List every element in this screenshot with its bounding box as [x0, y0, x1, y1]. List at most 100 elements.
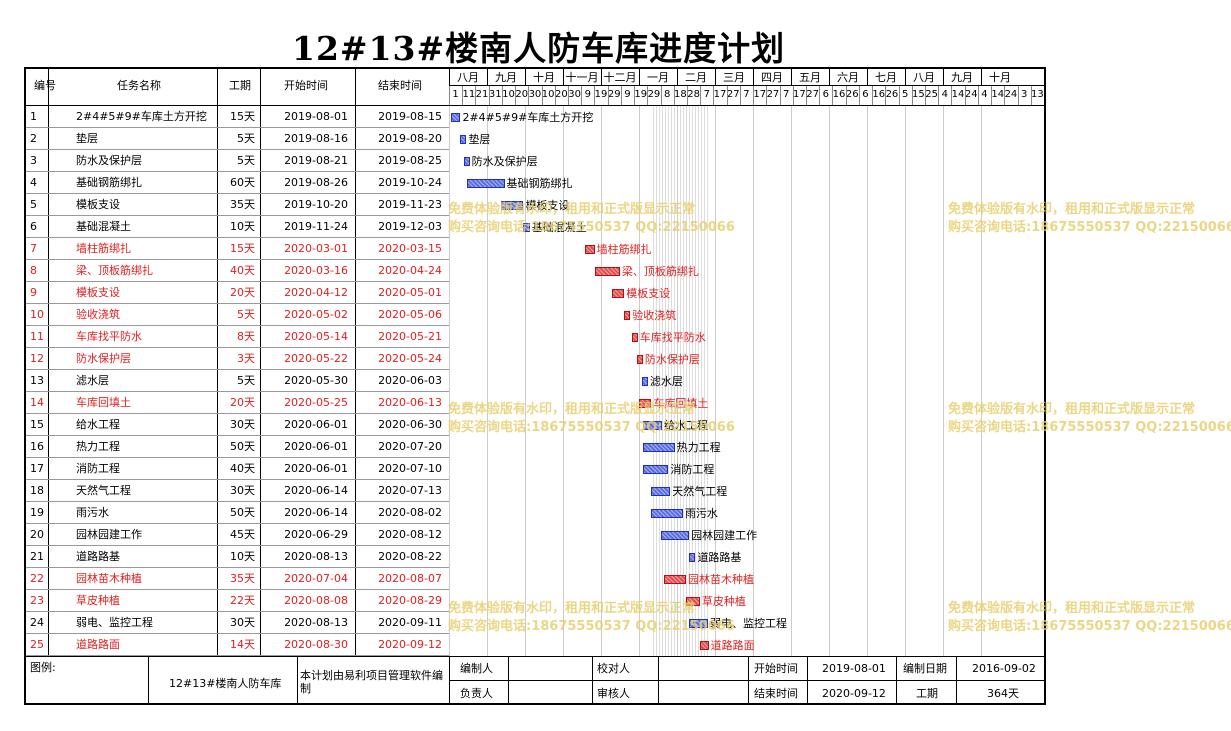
month-label: 十一月: [565, 71, 599, 84]
task-number: 15: [30, 418, 44, 431]
watermark-line: 免费体验版有水印，租用和正式版显示正常: [948, 402, 1196, 417]
task-start-date: 2019-10-20: [284, 198, 348, 211]
month-label: 六月: [837, 71, 859, 84]
month-gridline: [677, 106, 678, 656]
task-bar-label: 消防工程: [670, 463, 715, 476]
month-divider: [449, 69, 450, 85]
month-label: 三月: [723, 71, 745, 84]
row-divider: [26, 325, 449, 326]
day-label: 19: [634, 89, 648, 100]
task-name: 雨污水: [76, 506, 109, 519]
task-number: 18: [30, 484, 44, 497]
table-row: 9 模板支设 20天 2020-04-12 2020-05-01: [26, 282, 449, 304]
table-row: 11 车库找平防水 8天 2020-05-14 2020-05-21: [26, 326, 449, 348]
task-duration: 30天: [230, 484, 255, 497]
task-bar[interactable]: [643, 421, 663, 430]
month-gridline: [601, 106, 602, 656]
task-bar[interactable]: [460, 135, 467, 144]
task-bar[interactable]: [641, 377, 648, 386]
task-name: 弱电、监控工程: [76, 616, 153, 629]
table-row: 7 墙柱筋绑扎 15天 2020-03-01 2020-03-15: [26, 238, 449, 260]
task-bar[interactable]: [636, 355, 643, 364]
task-bar-label: 防水及保护层: [471, 155, 538, 168]
day-label: 4: [941, 89, 949, 100]
day-label: 17: [753, 89, 767, 100]
day-label: 24: [1004, 89, 1018, 100]
task-bar[interactable]: [585, 245, 595, 254]
task-bar[interactable]: [663, 575, 686, 584]
task-bar[interactable]: [466, 179, 505, 188]
table-row: 24 弱电、监控工程 30天 2020-08-13 2020-09-11: [26, 612, 449, 634]
day-divider: [938, 86, 940, 105]
month-label: 二月: [685, 71, 707, 84]
day-divider: [898, 86, 900, 105]
task-name: 垫层: [76, 132, 98, 145]
task-name: 消防工程: [76, 462, 120, 475]
task-bar[interactable]: [689, 619, 709, 628]
task-number: 12: [30, 352, 44, 365]
task-name: 模板支设: [76, 198, 120, 211]
task-bar[interactable]: [685, 597, 700, 606]
task-bar[interactable]: [660, 531, 690, 540]
table-row: 3 防水及保护层 5天 2019-08-21 2019-08-25: [26, 150, 449, 172]
watermark-line: 购买咨询电话:18675550537 QQ:22150066: [948, 220, 1231, 235]
day-label: 24: [964, 89, 978, 100]
row-divider: [26, 127, 449, 128]
task-bar[interactable]: [631, 333, 638, 342]
task-bar[interactable]: [643, 465, 669, 474]
task-name: 2#4#5#9#车库土方开挖: [76, 110, 207, 123]
table-row: 6 基础混凝土 10天 2019-11-24 2019-12-03: [26, 216, 449, 238]
watermark-line: 购买咨询电话:18675550537 QQ:22150066: [948, 420, 1231, 435]
day-label: 25: [925, 89, 938, 100]
month-gridline: [563, 106, 564, 656]
task-bar[interactable]: [624, 311, 631, 320]
task-name: 天然气工程: [76, 484, 131, 497]
task-number: 11: [30, 330, 44, 343]
task-end-date: 2020-07-10: [378, 462, 442, 475]
day-divider: [700, 86, 702, 105]
task-bar[interactable]: [643, 443, 675, 452]
task-bar[interactable]: [638, 399, 652, 408]
table-row: 21 道路路基 10天 2020-08-13 2020-08-22: [26, 546, 449, 568]
task-bar[interactable]: [689, 553, 696, 562]
task-bar[interactable]: [594, 267, 620, 276]
task-bar[interactable]: [501, 201, 524, 210]
table-row: 8 梁、顶板筋绑扎 40天 2020-03-16 2020-04-24: [26, 260, 449, 282]
task-end-date: 2019-12-03: [378, 220, 442, 233]
row-divider: [26, 567, 449, 568]
day-divider: [449, 86, 450, 105]
footer-divider: [592, 656, 593, 704]
task-duration: 10天: [230, 220, 255, 233]
header-task-name: 任务名称: [117, 79, 161, 92]
watermark: 免费体验版有水印，租用和正式版显示正常 购买咨询电话:18675550537 QQ…: [448, 401, 735, 437]
row-divider: [26, 479, 449, 480]
day-divider: [673, 86, 675, 105]
table-row: 23 草皮种植 22天 2020-08-08 2020-08-29: [26, 590, 449, 612]
task-bar[interactable]: [611, 289, 625, 298]
task-name: 基础混凝土: [76, 220, 131, 233]
task-bar[interactable]: [699, 641, 709, 650]
task-duration: 5天: [237, 374, 255, 387]
task-bar[interactable]: [651, 487, 671, 496]
day-divider: [713, 86, 715, 105]
task-start-date: 2020-08-08: [284, 594, 348, 607]
task-duration: 35天: [230, 572, 255, 585]
table-row: 2 垫层 5天 2019-08-16 2019-08-20: [26, 128, 449, 150]
footer-checker-label: 校对人: [597, 662, 630, 675]
task-bar[interactable]: [651, 509, 683, 518]
task-bar[interactable]: [463, 157, 470, 166]
month-divider: [753, 69, 754, 85]
month-divider: [487, 69, 488, 85]
day-divider: [858, 86, 860, 105]
task-bar[interactable]: [523, 223, 530, 232]
footer-reviewer-label: 审核人: [597, 687, 630, 700]
day-divider: [726, 86, 728, 105]
task-end-date: 2019-08-15: [378, 110, 442, 123]
footer-divider: [297, 656, 298, 704]
task-number: 21: [30, 550, 44, 563]
day-label: 14: [951, 89, 965, 100]
task-number: 19: [30, 506, 44, 519]
day-divider: [607, 86, 609, 105]
watermark: 免费体验版有水印，租用和正式版显示正常 购买咨询电话:18675550537 QQ…: [448, 600, 735, 636]
task-bar[interactable]: [451, 113, 461, 122]
